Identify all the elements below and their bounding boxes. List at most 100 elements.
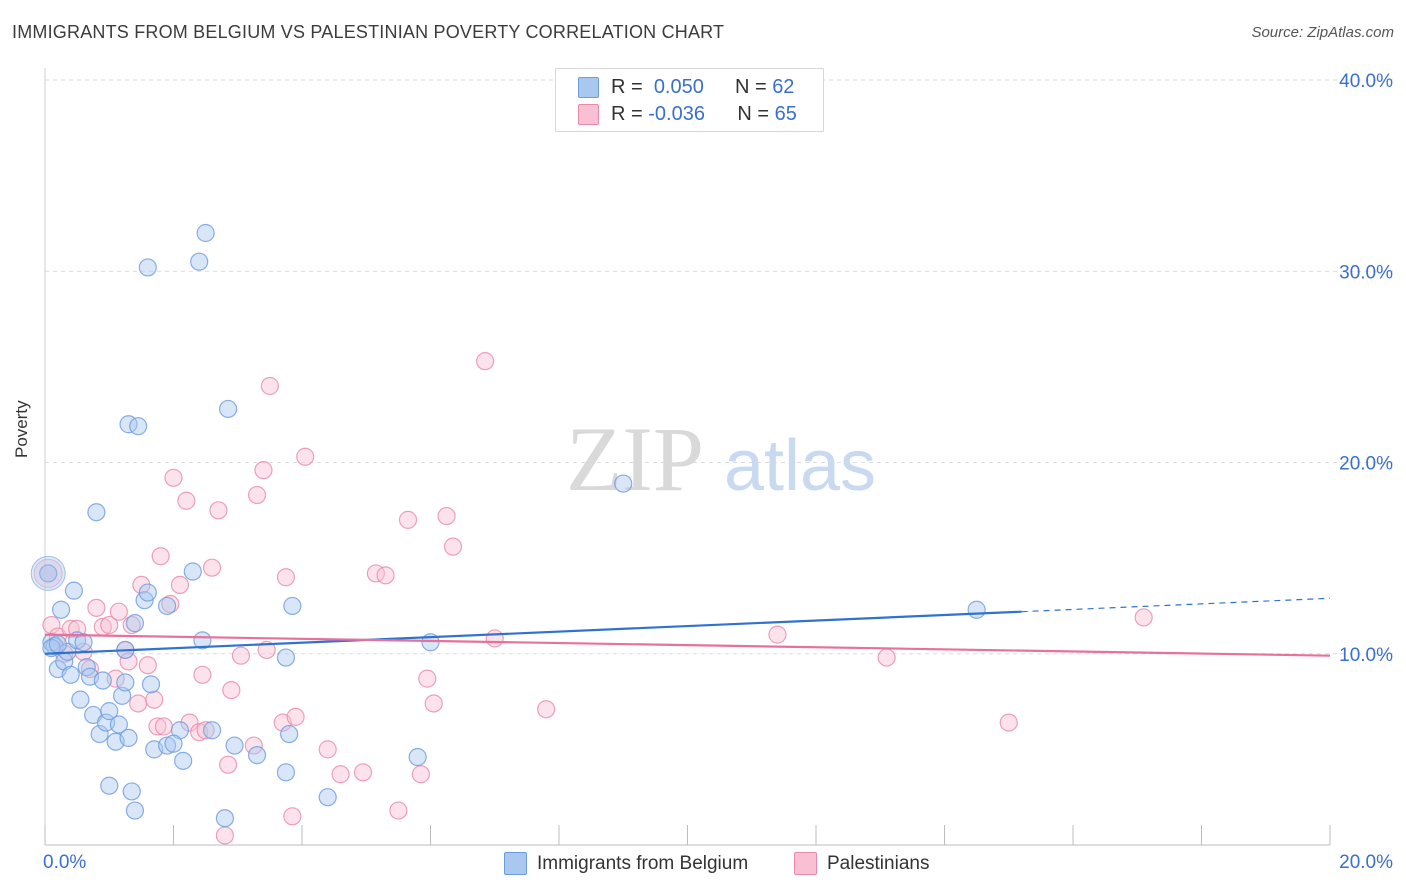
- legend-n-value: 62: [772, 75, 795, 98]
- palestinians-point: [119, 652, 138, 671]
- legend-r-label: R =: [611, 102, 643, 125]
- belgium-point: [190, 252, 209, 271]
- belgium-point: [247, 746, 267, 765]
- belgium-point: [614, 474, 633, 493]
- belgium-point: [283, 596, 302, 616]
- belgium-point: [125, 614, 145, 633]
- palestinians-point: [170, 575, 190, 595]
- palestinians-point: [80, 659, 100, 679]
- belgium-point: [196, 223, 215, 243]
- palestinians-point: [276, 568, 296, 587]
- palestinians-point: [164, 468, 183, 487]
- palestinians-point: [87, 598, 106, 617]
- watermark: ZIP atlas: [566, 408, 876, 510]
- grid-lines: [45, 79, 1395, 655]
- palestinians-point: [154, 717, 173, 736]
- palestinians-point: [257, 640, 276, 660]
- belgium-point: [202, 721, 222, 740]
- palestinians-point-large: [33, 558, 63, 588]
- belgium-point: [100, 702, 119, 721]
- belgium-point: [164, 734, 183, 753]
- legend-row-belgium: R = 0.050 N = 62: [578, 74, 794, 100]
- palestinians-point: [318, 740, 337, 759]
- palestinians-point: [283, 807, 302, 826]
- bottom-legend-belgium: Immigrants from Belgium: [504, 852, 748, 875]
- palestinians-point: [999, 713, 1018, 732]
- watermark-atlas: atlas: [724, 426, 876, 506]
- belgium-point: [64, 581, 84, 600]
- trend-lines: [44, 597, 1331, 657]
- palestinians-point: [411, 765, 430, 784]
- palestinians-point: [353, 763, 373, 782]
- source-label: Source: ZipAtlas.com: [1251, 24, 1394, 41]
- palestinians-point: [437, 506, 456, 526]
- belgium-point: [408, 747, 427, 767]
- legend-r-value: 0.050: [653, 75, 704, 98]
- watermark-zip: ZIP: [566, 408, 704, 510]
- belgium-points: [30, 223, 986, 828]
- belgium-point: [276, 648, 296, 667]
- belgium-point: [112, 686, 132, 705]
- palestinians-point: [389, 801, 408, 820]
- chart-title: IMMIGRANTS FROM BELGIUM VS PALESTINIAN P…: [12, 22, 725, 42]
- belgium-point: [318, 788, 337, 807]
- palestinians-point: [177, 491, 196, 510]
- belgium-point: [122, 782, 141, 801]
- y-tick-label: 40.0%: [1339, 71, 1393, 92]
- palestinians-point: [331, 765, 350, 784]
- palestinians-point: [122, 615, 141, 635]
- belgium-point: [129, 417, 148, 436]
- palestinians-point: [219, 755, 238, 774]
- palestinians-point: [196, 721, 215, 740]
- palestinians-trend-line: [44, 633, 1331, 657]
- belgium-point: [71, 690, 90, 709]
- palestinians-point: [260, 376, 279, 396]
- belgium-point: [225, 736, 244, 755]
- belgium-point: [280, 724, 299, 744]
- axes: [44, 68, 1331, 846]
- belgium-point: [77, 658, 96, 677]
- bottom-legend-label-palestinians: Palestinians: [827, 852, 930, 874]
- y-tick-label: 10.0%: [1339, 645, 1393, 666]
- palestinians-point: [418, 669, 437, 688]
- palestinians-point: [222, 680, 241, 700]
- palestinians-point: [244, 736, 263, 755]
- x-tick-label: 20.0%: [1339, 852, 1393, 873]
- palestinians-point: [398, 510, 418, 529]
- y-tick-label: 20.0%: [1339, 454, 1393, 475]
- legend-swatch-belgium: [578, 76, 599, 98]
- palestinians-point: [247, 485, 267, 505]
- palestinians-point: [148, 717, 167, 736]
- belgium-point: [219, 399, 238, 419]
- legend-swatch-palestinians: [578, 103, 599, 125]
- legend-n-label: N =: [737, 102, 770, 125]
- palestinians-point: [476, 352, 495, 371]
- belgium-point: [138, 583, 157, 602]
- belgium-point: [93, 671, 112, 690]
- palestinians-point: [296, 447, 315, 466]
- palestinians-point: [209, 501, 228, 520]
- palestinians-point: [768, 625, 787, 644]
- belgium-point: [183, 562, 202, 581]
- belgium-point: [174, 751, 193, 770]
- x-tick-label: 0.0%: [43, 852, 86, 873]
- bottom-legend-swatch-palestinians: [794, 852, 817, 875]
- belgium-point: [100, 776, 119, 795]
- palestinians-point: [138, 656, 157, 675]
- legend-row-palestinians: R = -0.036 N = 65: [578, 101, 797, 127]
- belgium-point: [109, 715, 128, 734]
- legend-r-label: R =: [611, 75, 643, 98]
- palestinians-point: [151, 547, 170, 566]
- palestinians-point: [161, 594, 180, 614]
- palestinians-point: [100, 615, 119, 635]
- palestinians-point: [61, 619, 80, 638]
- belgium-point: [90, 724, 109, 744]
- palestinians-point: [443, 537, 463, 556]
- y-tick-label: 30.0%: [1339, 262, 1393, 283]
- legend-n-label: N =: [734, 75, 767, 98]
- belgium-point: [125, 801, 145, 820]
- belgium-point: [157, 596, 177, 616]
- palestinians-point: [180, 713, 199, 732]
- legend-n-value: 65: [774, 102, 797, 125]
